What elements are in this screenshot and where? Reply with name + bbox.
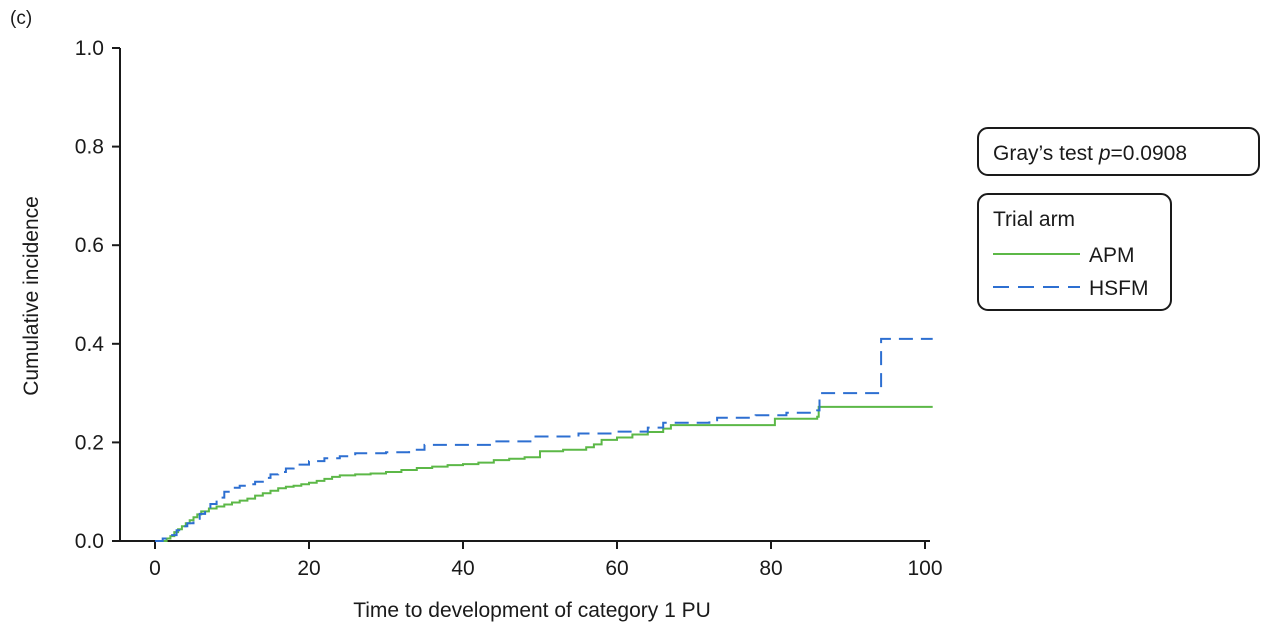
legend-box — [977, 193, 1172, 311]
x-tick-label-4: 80 — [759, 557, 782, 580]
legend-label-hsfm: HSFM — [1089, 277, 1149, 300]
annotation-box — [977, 127, 1260, 176]
annotation-text: Gray’s test p=0.0908 — [993, 142, 1187, 165]
series-line-hsfm — [155, 337, 933, 542]
y-tick-label-1: 0.2 — [75, 431, 104, 454]
y-axis-label: Cumulative incidence — [20, 196, 43, 396]
y-tick-label-0: 0.0 — [75, 530, 104, 553]
x-tick-label-1: 20 — [297, 557, 320, 580]
axes — [119, 48, 930, 542]
x-tick-label-0: 0 — [149, 557, 161, 580]
y-tick-label-5: 1.0 — [75, 37, 104, 60]
y-tick-label-4: 0.8 — [75, 136, 104, 159]
x-axis-label: Time to development of category 1 PU — [353, 599, 711, 622]
annotation-p-symbol: p — [1098, 142, 1111, 165]
y-tick-label-2: 0.4 — [75, 333, 105, 356]
series-group — [155, 337, 933, 542]
series-line-apm — [155, 405, 933, 542]
legend-title: Trial arm — [993, 208, 1075, 231]
y-tick-label-3: 0.6 — [75, 234, 104, 257]
gray-test-annotation: Gray’s test p=0.0908 — [977, 127, 1260, 176]
x-tick-label-3: 60 — [605, 557, 628, 580]
panel-label: (c) — [10, 8, 32, 29]
y-ticks: 0.0 0.2 0.4 0.6 0.8 1.0 — [75, 37, 120, 553]
x-ticks: 0 20 40 60 80 100 — [149, 541, 943, 580]
legend-label-apm: APM — [1089, 244, 1135, 267]
annotation-prefix: Gray’s test — [993, 142, 1099, 165]
x-tick-label-2: 40 — [451, 557, 474, 580]
annotation-suffix: =0.0908 — [1111, 142, 1188, 165]
legend: Trial arm APM HSFM — [977, 193, 1172, 311]
x-tick-label-5: 100 — [907, 557, 942, 580]
